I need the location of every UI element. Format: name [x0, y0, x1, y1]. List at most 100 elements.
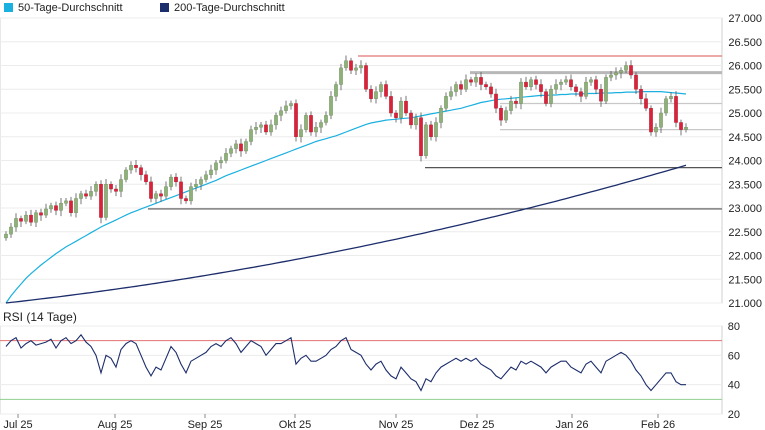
candle-body: [534, 79, 538, 85]
candle-body: [604, 77, 608, 102]
candle-body: [259, 124, 263, 128]
candle-body: [324, 115, 328, 123]
price-tick-label: 22.000: [728, 251, 762, 263]
candle-body: [59, 203, 63, 211]
price-tick-label: 23.000: [728, 203, 762, 215]
rsi-line: [5, 333, 686, 392]
candle-body: [444, 96, 448, 109]
x-tick-label: Okt 25: [279, 419, 311, 430]
candle-body: [684, 127, 688, 130]
price-tick-label: 25.000: [728, 108, 762, 120]
candle-body: [49, 205, 53, 210]
candle-body: [349, 60, 353, 71]
candle-body: [464, 79, 468, 90]
candle-body: [134, 165, 138, 168]
candle-body: [669, 96, 673, 99]
candle-body: [109, 184, 113, 190]
candle-body: [559, 81, 563, 85]
candle-body: [244, 141, 248, 152]
x-axis: Jul 25 Aug 25 Sep 25 Okt 25 Nov 25 Dez 25 Jan …: [3, 414, 675, 430]
candle-body: [679, 122, 683, 130]
candle-body: [389, 96, 393, 114]
candle-body: [479, 77, 483, 85]
candle-body: [219, 160, 223, 164]
candle-body: [69, 200, 73, 213]
candle-body: [609, 74, 613, 78]
candle-body: [409, 112, 413, 126]
candle-body: [79, 193, 83, 199]
candle-body: [189, 186, 193, 202]
x-tick-label: Nov 25: [379, 419, 414, 430]
candle-body: [619, 70, 623, 73]
candle-body: [159, 193, 163, 197]
ma50-line: [5, 91, 687, 304]
candle-body: [614, 72, 618, 76]
candle-body: [124, 169, 128, 180]
candle-body: [394, 112, 398, 118]
candle-body: [459, 84, 463, 90]
candle-body: [574, 86, 578, 92]
candle-body: [469, 79, 473, 83]
candle-body: [344, 60, 348, 69]
candle-body: [674, 96, 678, 123]
candle-body: [564, 79, 568, 83]
x-tick-label: Jul 25: [3, 419, 32, 430]
rsi-panel: RSI (14 Tage) 80 60 40 20: [0, 310, 740, 421]
candle-body: [439, 108, 443, 123]
price-gridlines: [0, 17, 722, 304]
candle-body: [419, 117, 423, 156]
candle-body: [514, 100, 518, 104]
candle-body: [214, 162, 218, 171]
rsi-gridlines: [0, 325, 722, 415]
candle-body: [354, 67, 358, 71]
price-tick-label: 22.500: [728, 227, 762, 239]
price-tick-label: 21.000: [728, 298, 762, 310]
candle-body: [544, 91, 548, 104]
candle-body: [384, 84, 388, 97]
candle-body: [579, 91, 583, 97]
candle-body: [114, 188, 118, 192]
legend-label-ma50: 50-Tage-Durchschnitt: [18, 2, 123, 14]
price-panel: 27.000 26.500 26.000 25.500 25.000 24.500 24.0…: [0, 13, 762, 310]
candle-body: [229, 148, 233, 154]
candle-body: [649, 108, 653, 133]
candle-body: [494, 93, 498, 109]
support-resistance-lines: [148, 55, 722, 210]
x-tick-label: Feb 26: [641, 419, 675, 430]
candle-body: [404, 100, 408, 114]
candle-body: [249, 129, 253, 142]
candle-body: [279, 110, 283, 116]
price-y-axis: 27.000 26.500 26.000 25.500 25.000 24.500 24.0…: [728, 13, 762, 310]
candle-body: [509, 100, 513, 111]
candle-body: [129, 165, 133, 171]
candle-body: [584, 81, 588, 97]
candle-body: [664, 98, 668, 114]
candle-body: [334, 84, 338, 97]
rsi-tick-label: 40: [728, 380, 740, 392]
candle-body: [204, 174, 208, 180]
candle-body: [119, 179, 123, 192]
legend-swatch-ma50: [4, 3, 13, 12]
candle-body: [269, 124, 273, 133]
candle-body: [194, 184, 198, 187]
candlesticks: [4, 55, 688, 241]
candle-body: [449, 91, 453, 97]
legend: 50-Tage-Durchschnitt 200-Tage-Durchschni…: [4, 2, 285, 14]
candle-body: [399, 100, 403, 118]
price-tick-label: 21.500: [728, 274, 762, 286]
candle-body: [484, 84, 488, 88]
candle-body: [379, 84, 383, 92]
price-tick-label: 24.500: [728, 132, 762, 144]
candle-body: [489, 86, 493, 95]
candle-body: [199, 179, 203, 185]
candle-body: [154, 193, 158, 199]
rsi-tick-label: 60: [728, 350, 740, 362]
rsi-tick-label: 20: [728, 409, 740, 421]
candle-body: [99, 184, 103, 218]
candle-body: [524, 81, 528, 88]
candle-body: [554, 84, 558, 90]
rsi-panel-frame: [0, 325, 723, 415]
candle-body: [519, 81, 523, 104]
x-tick-label: Jan 26: [555, 419, 588, 430]
